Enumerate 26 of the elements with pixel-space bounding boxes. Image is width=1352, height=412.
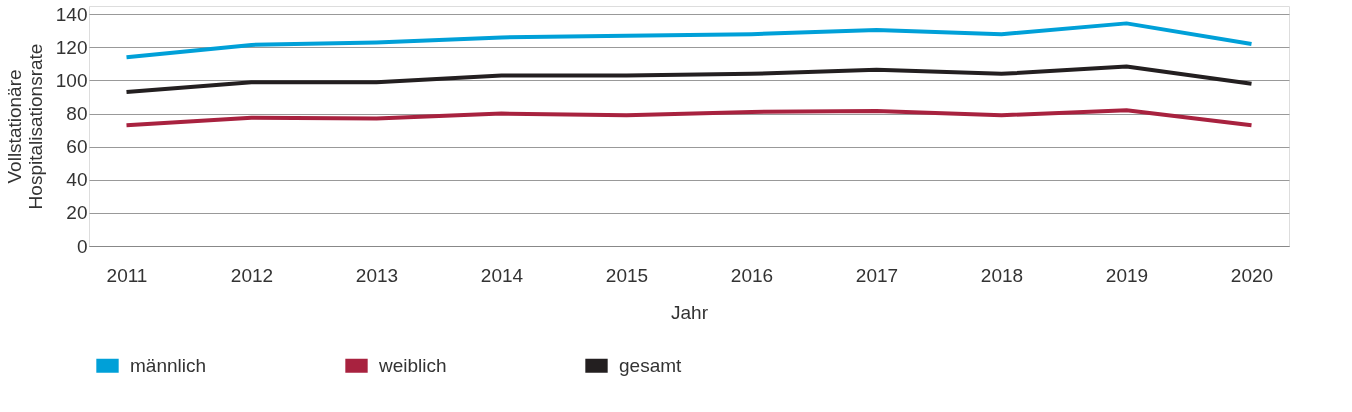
y-tick-label: 60 xyxy=(66,136,88,158)
y-tick-label: 40 xyxy=(66,169,88,191)
x-tick-label: 2020 xyxy=(1230,264,1274,286)
y-tick-label: 120 xyxy=(55,36,88,58)
x-tick-label: 2018 xyxy=(980,264,1024,286)
y-tick-label: 100 xyxy=(55,69,88,91)
y-tick-label: 80 xyxy=(66,103,88,125)
line-series xyxy=(124,64,1254,95)
x-tick-label: 2013 xyxy=(355,264,399,286)
x-tick-label: 2014 xyxy=(480,264,524,286)
line-series xyxy=(124,21,1254,60)
x-tick-label: 2017 xyxy=(855,264,899,286)
legend-label: weiblich xyxy=(378,354,447,376)
y-tick-label: 140 xyxy=(55,3,88,25)
x-tick-label: 2016 xyxy=(730,264,774,286)
x-tick-label: 2012 xyxy=(230,264,274,286)
legend-label: männlich xyxy=(130,354,207,376)
x-tick-label: 2015 xyxy=(605,264,649,286)
y-tick-label: 20 xyxy=(66,202,88,224)
legend-label: gesamt xyxy=(619,354,683,376)
x-axis-title: Jahr xyxy=(671,301,709,323)
y-tick-label: 0 xyxy=(76,235,88,257)
x-tick-label: 2011 xyxy=(106,264,148,286)
x-tick-label: 2019 xyxy=(1105,264,1149,286)
line-series xyxy=(124,108,1254,128)
y-axis-title: Vollstationäre Hospitalisationsrate xyxy=(3,43,46,210)
